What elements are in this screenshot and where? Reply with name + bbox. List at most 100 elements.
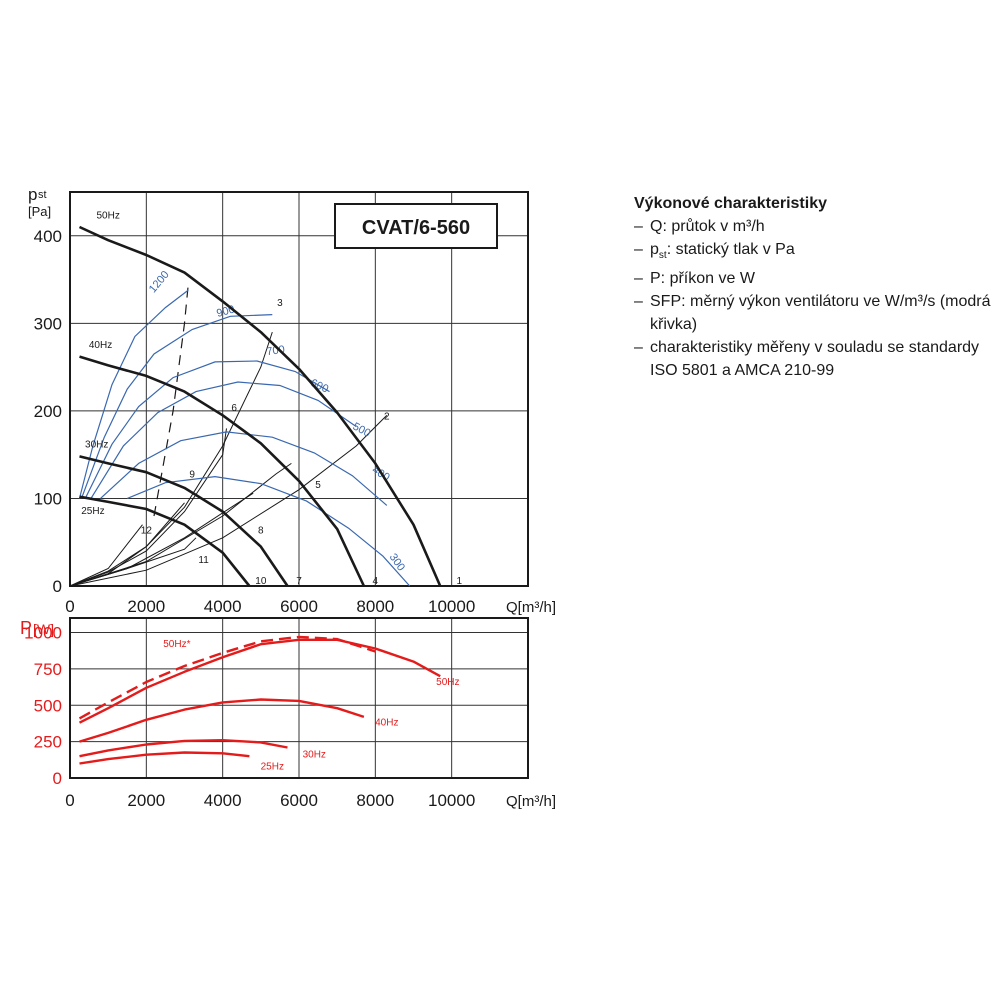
sfp-curve <box>90 381 357 499</box>
x-tick-label: 0 <box>65 597 74 616</box>
y-axis-label-symbol: p <box>28 185 37 204</box>
legend-dash: – <box>634 293 643 311</box>
operating-point-label: 5 <box>315 480 321 491</box>
legend-item-sfp: – SFP: měrný výkon ventilátoru ve W/m³/s… <box>634 290 994 336</box>
operating-line <box>69 331 273 587</box>
legend-item-text: SFP: měrný výkon ventilátoru ve W/m³/s (… <box>650 293 991 334</box>
y-tick-label: 100 <box>34 489 62 508</box>
sfp-curve <box>78 289 189 499</box>
operating-point-label: 8 <box>258 525 264 536</box>
power-curve-label: 30Hz <box>303 750 326 761</box>
sfp-curve-label: 900 <box>215 304 236 320</box>
power-curve <box>79 698 365 743</box>
operating-line <box>69 537 197 587</box>
y-axis-unit: [Pa] <box>28 204 51 219</box>
sfp-curve <box>127 475 411 587</box>
fan-curve <box>79 455 289 587</box>
operating-point-label: 9 <box>189 469 195 480</box>
legend-item-pst: – pst: statický tlak v Pa <box>634 238 994 267</box>
fan-curve-label: 40Hz <box>89 340 112 351</box>
legend-item-p: – P: příkon ve W <box>634 267 994 290</box>
legend-item-standards: – charakteristiky měřeny v souladu se st… <box>634 336 994 382</box>
power-curve-label: 40Hz <box>375 718 398 729</box>
x-tick-label: 0 <box>65 791 74 810</box>
legend-dash: – <box>634 218 643 235</box>
y-tick-label: 200 <box>34 402 62 421</box>
x-tick-label: 10000 <box>428 791 475 810</box>
x-tick-label: 4000 <box>204 791 242 810</box>
x-tick-label: 8000 <box>356 597 394 616</box>
y-tick-label: 0 <box>53 769 62 788</box>
fan-curve <box>78 225 442 587</box>
sfp-curve-label: 1200 <box>147 269 172 295</box>
fan-curve-label: 30Hz <box>85 440 108 451</box>
sfp-curve <box>80 314 273 499</box>
legend-title: Výkonové charakteristiky <box>634 195 827 212</box>
legend-pst-symbol: p <box>650 241 659 258</box>
fan-curve-label: 50Hz <box>96 210 119 221</box>
x-tick-label: 2000 <box>127 791 165 810</box>
legend-item-text: pst: statický tlak v Pa <box>650 238 994 267</box>
operating-point-label: 1 <box>457 576 463 587</box>
y-tick-label: 750 <box>34 660 62 679</box>
fan-curve-label: 25Hz <box>81 506 104 517</box>
chart-title: CVAT/6-560 <box>362 217 470 239</box>
y-axis-unit: [W] <box>33 621 54 637</box>
y-tick-label: 1000 <box>24 624 62 643</box>
operating-point-label: 4 <box>373 576 379 587</box>
y-axis-label-subscript: st <box>38 189 47 201</box>
legend-pst-desc: : statický tlak v Pa <box>666 241 795 258</box>
x-tick-label: 8000 <box>356 791 394 810</box>
power-curve-label: 50Hz* <box>163 639 190 650</box>
legend-dash: – <box>634 339 643 357</box>
operating-line <box>69 428 227 587</box>
y-tick-label: 0 <box>53 577 62 596</box>
operating-line <box>69 462 292 587</box>
sfp-curve <box>84 360 330 499</box>
operating-point-label: 6 <box>231 403 237 414</box>
legend-dash: – <box>634 241 643 258</box>
power-curve-label: 50Hz <box>436 677 459 688</box>
sfp-curve-label: 300 <box>387 551 407 573</box>
y-tick-label: 250 <box>34 733 62 752</box>
dashed-line <box>153 283 189 517</box>
operating-point-label: 10 <box>255 576 267 587</box>
legend: Výkonové charakteristiky – Q: průtok v m… <box>634 192 994 382</box>
chart-title-box <box>334 203 498 249</box>
power-curve-label: 25Hz <box>261 761 284 772</box>
legend-item-q: – Q: průtok v m³/h <box>634 215 994 238</box>
operating-point-label: 2 <box>384 412 390 423</box>
operating-point-label: 12 <box>141 525 153 536</box>
x-tick-label: 6000 <box>280 597 318 616</box>
x-axis-label: Q[m³/h] <box>506 599 556 616</box>
legend-dash: – <box>634 270 643 288</box>
legend-pst-subscript: st <box>658 250 667 262</box>
power-curve <box>79 751 250 765</box>
y-tick-label: 500 <box>34 696 62 715</box>
power-curve <box>79 739 288 758</box>
legend-item-text: charakteristiky měřeny v souladu se stan… <box>650 339 980 380</box>
fan-curve <box>79 355 366 587</box>
x-tick-label: 6000 <box>280 791 318 810</box>
operating-point-label: 7 <box>296 576 302 587</box>
operating-point-label: 11 <box>198 555 209 566</box>
x-axis-label: Q[m³/h] <box>506 793 556 810</box>
x-tick-label: 4000 <box>204 597 242 616</box>
x-tick-label: 10000 <box>428 597 475 616</box>
y-axis-label-symbol: P <box>20 618 32 638</box>
operating-point-label: 3 <box>277 298 283 309</box>
plot-frame <box>69 617 529 779</box>
y-tick-label: 300 <box>34 314 62 333</box>
y-tick-label: 400 <box>34 227 62 246</box>
sfp-curve-label: 700 <box>266 344 286 358</box>
power-curve <box>78 635 376 720</box>
operating-line <box>69 524 143 587</box>
fan-curve <box>79 495 251 587</box>
x-tick-label: 2000 <box>127 597 165 616</box>
operating-line <box>69 414 388 587</box>
sfp-curve <box>100 431 388 506</box>
legend-item-text: P: příkon ve W <box>650 270 755 288</box>
legend-item-text: Q: průtok v m³/h <box>650 218 765 235</box>
power-curve <box>78 638 441 724</box>
